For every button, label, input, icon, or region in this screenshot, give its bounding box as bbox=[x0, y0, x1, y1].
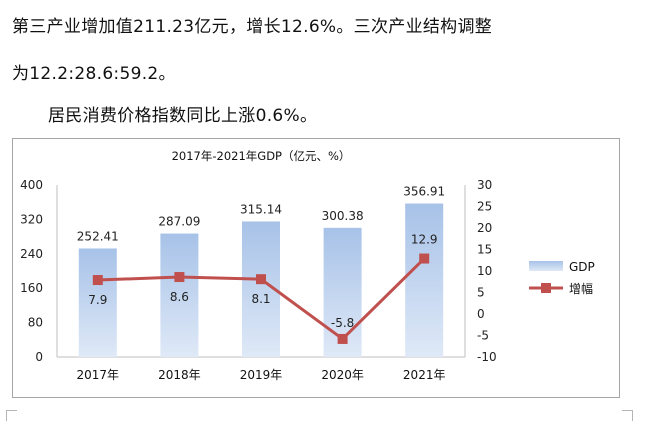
x-axis-category-label: 2018年 bbox=[158, 368, 201, 382]
growth-point-marker bbox=[337, 333, 348, 344]
right-axis-tick-label: -5 bbox=[477, 329, 489, 343]
gdp-bar bbox=[160, 233, 199, 357]
growth-point-marker bbox=[256, 274, 266, 285]
legend-gdp-swatch bbox=[529, 261, 563, 271]
left-axis-tick-label: 80 bbox=[28, 316, 43, 330]
gdp-bar-value-label: 287.09 bbox=[158, 215, 200, 229]
page-corner-mark-right bbox=[622, 410, 633, 421]
growth-point-marker bbox=[174, 272, 185, 283]
growth-value-label: 8.6 bbox=[170, 290, 189, 304]
x-axis-category-label: 2019年 bbox=[240, 368, 283, 382]
gdp-chart: 2017年-2021年GDP（亿元、%） 0 80 160 240 320 400 -10 -5… bbox=[12, 138, 620, 398]
page-corner-mark-left bbox=[6, 410, 17, 421]
x-axis-category-label: 2021年 bbox=[403, 368, 446, 382]
x-axis-category-label: 2020年 bbox=[321, 368, 364, 382]
gdp-bar bbox=[405, 203, 444, 357]
paragraph-line-2: 为12.2:28.6:59.2。 bbox=[12, 64, 176, 84]
legend-growth-label: 增幅 bbox=[569, 281, 593, 296]
gdp-bar-value-label: 300.38 bbox=[322, 209, 364, 223]
right-axis-tick-label: -10 bbox=[477, 350, 497, 364]
legend-growth-marker bbox=[541, 283, 551, 293]
growth-value-label: -5.8 bbox=[331, 316, 354, 330]
right-axis-tick-label: 10 bbox=[477, 264, 492, 278]
gdp-bar-value-label: 315.14 bbox=[240, 202, 282, 216]
growth-value-label: 12.9 bbox=[411, 233, 438, 247]
left-axis-tick-label: 240 bbox=[20, 247, 43, 261]
right-axis-tick-label: 0 bbox=[477, 307, 485, 321]
right-axis-tick-label: 25 bbox=[477, 200, 492, 214]
right-axis-tick-label: 30 bbox=[477, 178, 492, 192]
chart-canvas: 2017年-2021年GDP（亿元、%） 0 80 160 240 320 400 -10 -5… bbox=[20, 149, 595, 382]
paragraph-line-1: 第三产业增加值211.23亿元，增长12.6%。三次产业结构调整 bbox=[12, 17, 493, 37]
left-axis-tick-label: 320 bbox=[20, 212, 43, 226]
left-axis-tick-label: 400 bbox=[20, 178, 43, 192]
growth-point-marker bbox=[419, 253, 430, 264]
right-axis-tick-label: 15 bbox=[477, 243, 492, 257]
chart-title: 2017年-2021年GDP（亿元、%） bbox=[172, 149, 351, 163]
growth-value-label: 7.9 bbox=[88, 293, 107, 307]
left-axis-tick-label: 0 bbox=[35, 350, 43, 364]
left-axis-tick-label: 160 bbox=[20, 281, 43, 295]
legend-gdp-label: GDP bbox=[569, 260, 595, 274]
paragraph-line-3: 居民消费价格指数同比上涨0.6%。 bbox=[48, 106, 318, 126]
gdp-bar bbox=[78, 248, 117, 357]
gdp-bar-value-label: 356.91 bbox=[403, 185, 445, 199]
gdp-bar-value-label: 252.41 bbox=[77, 229, 119, 243]
right-axis-tick-label: 5 bbox=[477, 286, 485, 300]
growth-point-marker bbox=[92, 275, 103, 286]
right-axis-tick-label: 20 bbox=[477, 221, 492, 235]
growth-value-label: 8.1 bbox=[251, 292, 270, 306]
x-axis-category-label: 2017年 bbox=[77, 368, 120, 382]
